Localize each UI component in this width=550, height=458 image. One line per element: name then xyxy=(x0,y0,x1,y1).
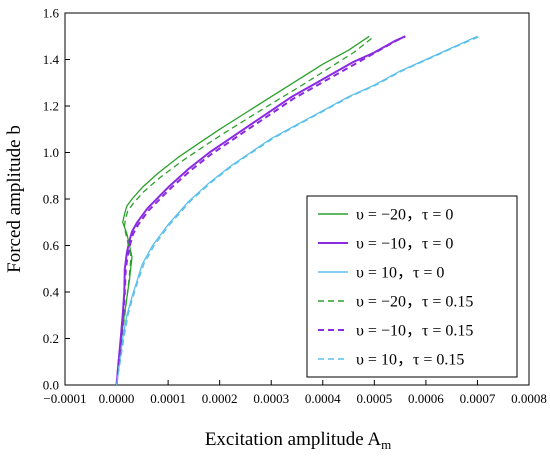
x-tick-label: 0.0005 xyxy=(356,391,392,406)
y-tick-label: 0.6 xyxy=(43,238,60,253)
legend: υ = −20，τ = 0 υ = −10，τ = 0 υ = 10，τ = 0 υ … xyxy=(306,195,518,378)
x-tick-label: 0.0003 xyxy=(253,391,289,406)
series-line-2 xyxy=(115,35,406,386)
legend-label-4: υ = −20，τ = 0.15 xyxy=(356,294,473,311)
x-tick-label: 0.0001 xyxy=(150,391,186,406)
y-tick-label: 0.0 xyxy=(43,378,59,393)
legend-label-3: υ = 10，τ = 0 xyxy=(356,265,444,282)
series-line-3 xyxy=(115,35,478,386)
y-tick-label: 0.8 xyxy=(43,192,59,207)
legend-box xyxy=(306,195,518,378)
series-line-5 xyxy=(115,35,406,386)
x-axis-title: Excitation amplitude Am xyxy=(205,429,391,452)
x-tick-label: 0.0000 xyxy=(99,391,135,406)
legend-label-1: υ = −20，τ = 0 xyxy=(356,207,453,224)
x-tick-label: 0.0008 xyxy=(511,391,547,406)
series-line-6 xyxy=(115,35,481,386)
x-axis-title-subscript: m xyxy=(381,437,391,452)
x-tick-label: 0.0002 xyxy=(202,391,238,406)
y-axis-title: Forced amplitude b xyxy=(4,125,25,273)
y-tick-label: 0.2 xyxy=(43,331,59,346)
x-tick-label: −0.0001 xyxy=(43,391,86,406)
axis-ticks: −0.0001 0.0000 0.0001 0.0002 0.0003 0.0004 0.0… xyxy=(43,6,547,407)
series-line-4 xyxy=(115,35,375,386)
y-tick-label: 1.4 xyxy=(43,52,60,67)
legend-label-5: υ = −10，τ = 0.15 xyxy=(356,323,473,340)
series-lines xyxy=(115,35,481,386)
legend-label-6: υ = 10，τ = 0.15 xyxy=(356,352,464,369)
x-tick-label: 0.0006 xyxy=(408,391,444,406)
y-tick-label: 1.0 xyxy=(43,145,59,160)
x-tick-label: 0.0007 xyxy=(460,391,496,406)
legend-label-2: υ = −10，τ = 0 xyxy=(356,236,453,253)
x-tick-label: 0.0004 xyxy=(305,391,341,406)
series-line-1 xyxy=(115,35,370,386)
x-axis-title-main: Excitation amplitude A xyxy=(205,429,382,450)
y-tick-label: 1.2 xyxy=(43,99,59,114)
y-tick-label: 1.6 xyxy=(43,6,60,21)
y-tick-label: 0.4 xyxy=(43,285,60,300)
